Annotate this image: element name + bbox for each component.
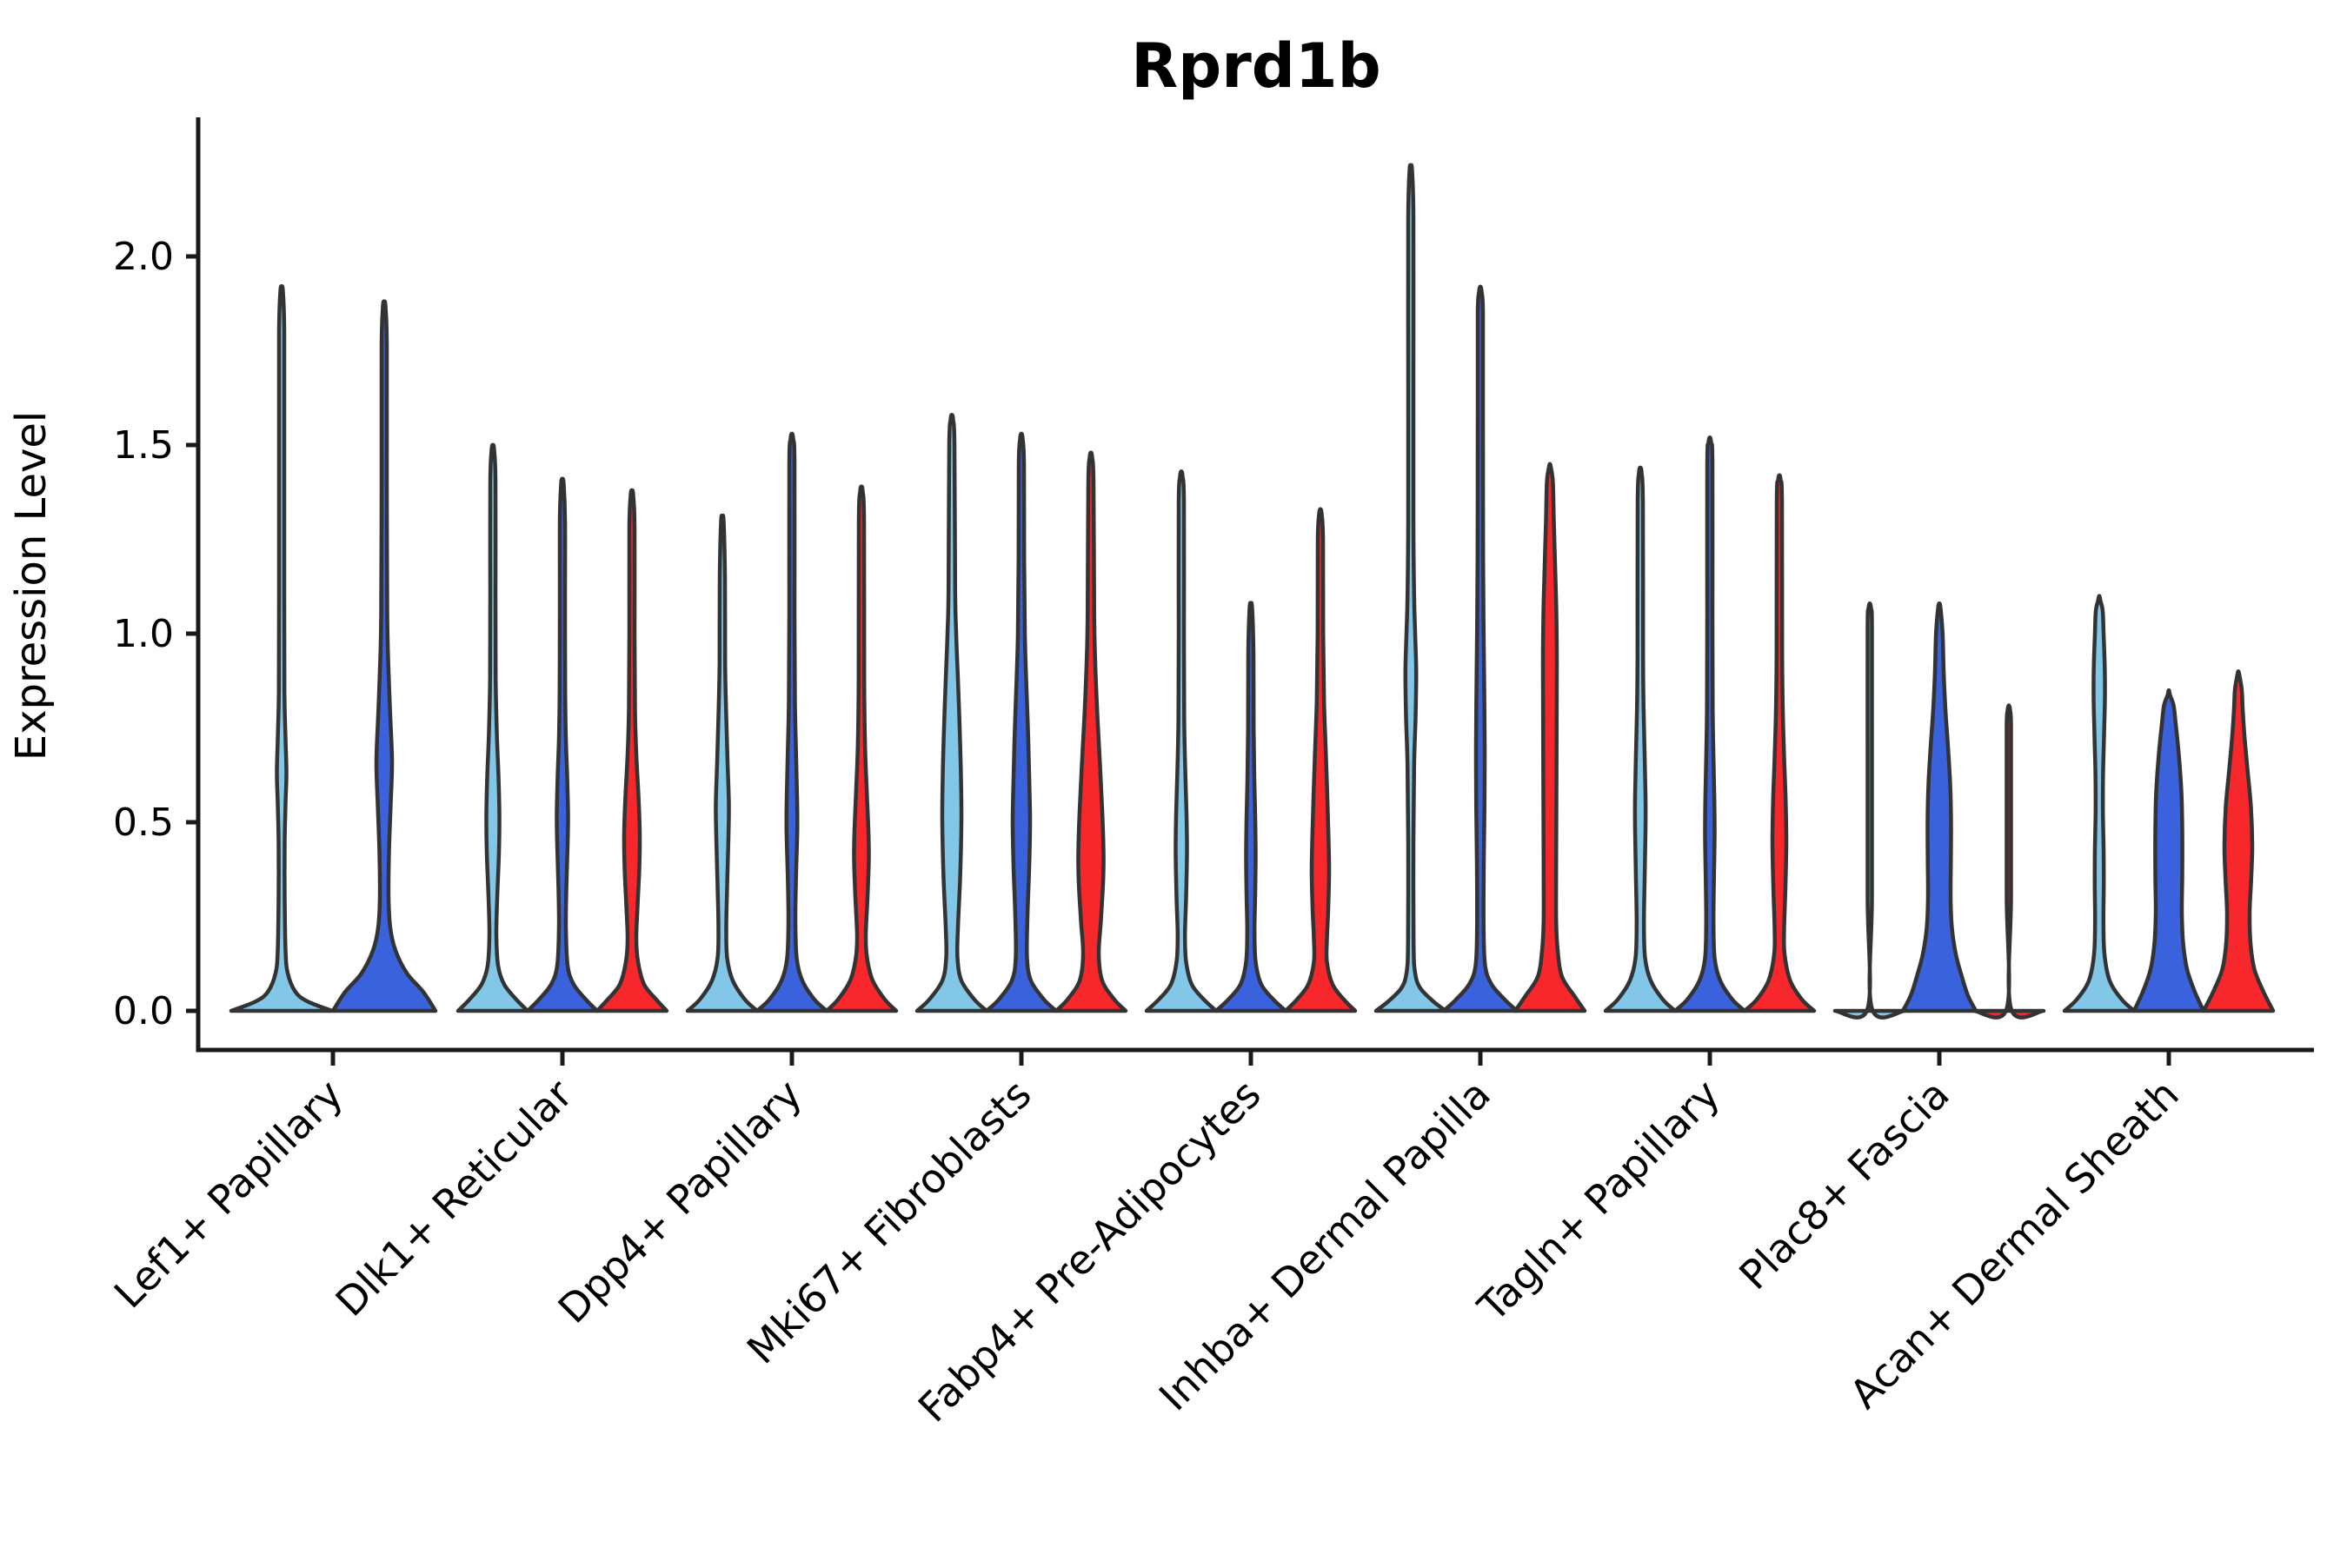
axis-layer (186, 117, 2314, 1066)
violin-red-6 (1513, 462, 1587, 1013)
violin-red-8 (1971, 703, 2046, 1020)
violin-red-4 (1054, 450, 1128, 1013)
violin-dark_blue-6 (1441, 284, 1519, 1013)
violin-red-9 (2201, 669, 2276, 1013)
y-tick-label: 0.0 (113, 989, 174, 1033)
violin-light_blue-1 (229, 284, 335, 1013)
violin-red-5 (1283, 507, 1358, 1013)
violin-light_blue-8 (1832, 601, 1907, 1020)
violin-dark_blue-4 (984, 431, 1059, 1013)
x-tick-label: Dlk1+ Reticular (327, 1071, 582, 1325)
violin-dark_blue-3 (755, 431, 829, 1013)
violin-light_blue-2 (455, 442, 530, 1013)
x-tick-label: Dpp4+ Papillary (549, 1071, 811, 1332)
violin-dark_blue-9 (2131, 688, 2206, 1013)
x-tick-label: Lef1+ Papillary (105, 1071, 352, 1318)
violin-dark_blue-5 (1213, 601, 1288, 1013)
y-tick-label: 2.0 (113, 235, 174, 279)
violin-dark_blue-7 (1672, 435, 1747, 1013)
violin-dark_blue-8 (1900, 601, 1978, 1013)
y-tick-label: 1.0 (113, 612, 174, 656)
violin-light_blue-9 (2062, 594, 2137, 1013)
plot-title: Rprd1b (1131, 30, 1380, 102)
violin-layer (229, 163, 2276, 1020)
y-tick-label: 1.5 (113, 423, 174, 468)
y-tick-label: 0.5 (113, 801, 174, 845)
violin-light_blue-4 (914, 413, 989, 1013)
violin-light_blue-7 (1603, 465, 1678, 1013)
violin-red-7 (1742, 473, 1817, 1013)
violin-light_blue-3 (685, 513, 760, 1013)
y-axis-label: Expression Level (7, 411, 56, 761)
violin-light_blue-6 (1373, 163, 1448, 1013)
x-tick-label: Plac8+ Fascia (1730, 1071, 1958, 1299)
x-tick-label: Tagln+ Papillary (1468, 1071, 1729, 1332)
violin-red-3 (824, 484, 899, 1013)
violin-dark_blue-2 (525, 476, 600, 1013)
violin-light_blue-5 (1144, 469, 1219, 1013)
violin-red-2 (595, 488, 669, 1013)
violin-dark_blue-1 (330, 299, 438, 1013)
